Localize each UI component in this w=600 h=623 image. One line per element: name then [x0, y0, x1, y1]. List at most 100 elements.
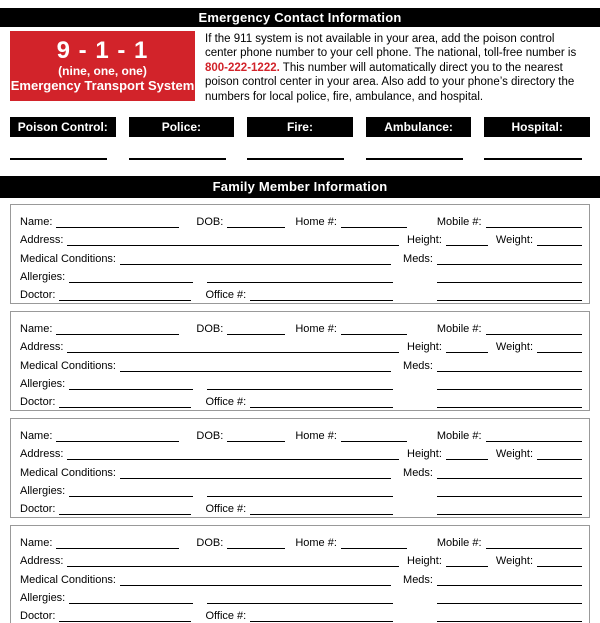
- medical-conditions-blank-line: [120, 467, 392, 479]
- doctor-row: Doctor: Office #:: [20, 391, 582, 409]
- weight-blank-line: [537, 448, 582, 461]
- home-number-blank-line: [340, 430, 407, 443]
- weight-label: Weight:: [495, 234, 533, 247]
- emergency-contact-blank-lines-row: [10, 137, 590, 161]
- office-number-label: Office #:: [205, 288, 247, 301]
- address-label: Address:: [20, 448, 64, 461]
- mobile-number-blank-line: [485, 537, 582, 550]
- family-member-section: Name: DOB: Home #: Mobile #: Address: He…: [10, 418, 590, 519]
- medical-conditions-label: Medical Conditions:: [20, 359, 116, 372]
- name-row: Name: DOB: Home #: Mobile #:: [20, 211, 582, 229]
- name-blank-line: [56, 537, 180, 550]
- meds-blank-line: [437, 467, 582, 479]
- address-row: Address: Height: Weight:: [20, 336, 582, 354]
- emergency-contact-header: Emergency Contact Information: [0, 8, 600, 27]
- family-member-section: Name: DOB: Home #: Mobile #: Address: He…: [10, 204, 590, 305]
- height-blank-line: [445, 234, 488, 247]
- allergies-blank-line-2: [207, 378, 394, 390]
- family-member-sections: Name: DOB: Home #: Mobile #: Address: He…: [0, 204, 600, 623]
- mobile-number-label: Mobile #:: [436, 537, 482, 550]
- address-row: Address: Height: Weight:: [20, 229, 582, 247]
- poison-control-phone-number: 800-222-1222.: [205, 61, 280, 74]
- office-number-blank-line: [250, 610, 394, 622]
- ambulance-blank-line: [365, 158, 463, 161]
- name-label: Name:: [20, 216, 53, 229]
- medical-conditions-label: Medical Conditions:: [20, 573, 116, 586]
- home-number-blank-line: [340, 537, 407, 550]
- meds-blank-line-2: [437, 592, 582, 604]
- meds-blank-line-3: [437, 396, 582, 408]
- allergies-label: Allergies:: [20, 591, 66, 604]
- office-number-label: Office #:: [205, 395, 247, 408]
- height-blank-line: [445, 341, 488, 354]
- doctor-blank-line: [59, 396, 192, 408]
- doctor-blank-line: [59, 610, 192, 622]
- allergies-blank-line: [69, 485, 194, 497]
- meds-blank-line-2: [437, 378, 582, 390]
- doctor-blank-line: [59, 503, 192, 515]
- mobile-number-label: Mobile #:: [436, 430, 482, 443]
- name-label: Name:: [20, 323, 53, 336]
- office-number-blank-line: [250, 289, 394, 301]
- medical-conditions-row: Medical Conditions: Meds:: [20, 568, 582, 586]
- address-blank-line: [67, 448, 400, 461]
- home-number-blank-line: [340, 216, 407, 229]
- medical-conditions-label: Medical Conditions:: [20, 252, 116, 265]
- doctor-blank-line: [59, 289, 192, 301]
- doctor-label: Doctor:: [20, 502, 56, 515]
- dob-label: DOB:: [196, 216, 224, 229]
- meds-label: Meds:: [403, 252, 433, 265]
- allergies-row: Allergies:: [20, 266, 582, 284]
- dob-blank-line: [227, 323, 286, 336]
- contact-label-police: Police:: [128, 117, 235, 138]
- dob-blank-line: [227, 216, 286, 229]
- contact-label-fire: Fire:: [247, 117, 353, 138]
- meds-label: Meds:: [403, 466, 433, 479]
- dob-label: DOB:: [196, 323, 224, 336]
- address-row: Address: Height: Weight:: [20, 443, 582, 461]
- meds-blank-line-2: [437, 271, 582, 283]
- name-blank-line: [56, 216, 180, 229]
- allergies-label: Allergies:: [20, 484, 66, 497]
- allergies-label: Allergies:: [20, 377, 66, 390]
- weight-blank-line: [537, 341, 582, 354]
- meds-blank-line: [437, 253, 582, 265]
- mobile-number-blank-line: [485, 216, 582, 229]
- meds-label: Meds:: [403, 359, 433, 372]
- allergies-blank-line: [69, 271, 194, 283]
- allergies-blank-line: [69, 378, 194, 390]
- doctor-row: Doctor: Office #:: [20, 498, 582, 516]
- doctor-label: Doctor:: [20, 395, 56, 408]
- allergies-label: Allergies:: [20, 270, 66, 283]
- dob-blank-line: [227, 430, 286, 443]
- home-number-label: Home #:: [295, 216, 337, 229]
- dob-blank-line: [227, 537, 286, 550]
- police-blank-line: [128, 158, 226, 161]
- address-label: Address:: [20, 555, 64, 568]
- address-blank-line: [67, 555, 400, 568]
- contact-label-poison-control: Poison Control:: [10, 117, 116, 138]
- height-label: Height:: [407, 555, 442, 568]
- office-number-blank-line: [250, 503, 394, 515]
- name-blank-line: [56, 323, 180, 336]
- family-member-section: Name: DOB: Home #: Mobile #: Address: He…: [10, 525, 590, 623]
- name-blank-line: [56, 430, 180, 443]
- poison-info-text-before: If the 911 system is not available in yo…: [205, 33, 577, 60]
- allergies-blank-line-2: [207, 485, 394, 497]
- home-number-blank-line: [340, 323, 407, 336]
- medical-conditions-row: Medical Conditions: Meds:: [20, 461, 582, 479]
- allergies-row: Allergies:: [20, 373, 582, 391]
- name-label: Name:: [20, 430, 53, 443]
- hospital-blank-line: [484, 158, 582, 161]
- medical-conditions-blank-line: [120, 360, 392, 372]
- address-label: Address:: [20, 234, 64, 247]
- weight-blank-line: [537, 234, 582, 247]
- weight-label: Weight:: [495, 341, 533, 354]
- height-blank-line: [445, 555, 488, 568]
- address-blank-line: [67, 234, 400, 247]
- meds-blank-line-3: [437, 289, 582, 301]
- emergency-911-box: 9 - 1 - 1 (nine, one, one) Emergency Tra…: [10, 31, 195, 101]
- medical-conditions-row: Medical Conditions: Meds:: [20, 354, 582, 372]
- allergies-row: Allergies:: [20, 587, 582, 605]
- allergies-row: Allergies:: [20, 480, 582, 498]
